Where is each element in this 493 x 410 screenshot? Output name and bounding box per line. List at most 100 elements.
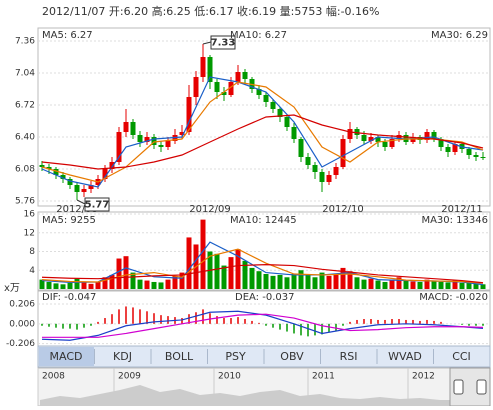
macd-bar — [230, 318, 232, 324]
candle-body — [214, 82, 220, 92]
slider-handle[interactable] — [476, 379, 487, 395]
macd-bar — [342, 323, 344, 326]
candle-body — [256, 89, 262, 95]
candle-body — [186, 97, 192, 132]
legend-entry: DIF: -0.047 — [42, 292, 96, 303]
legend-entry: MA10: 6.27 — [230, 30, 287, 41]
candle-body — [74, 185, 80, 192]
annotation: 7.33 — [211, 38, 236, 49]
candle-body — [158, 145, 164, 147]
volume-bar — [116, 258, 122, 289]
macd-bar — [223, 318, 225, 324]
macd-bar — [62, 323, 64, 329]
candle-body — [235, 72, 241, 82]
macd-bar — [461, 323, 463, 325]
candle-body — [116, 132, 122, 162]
candle-body — [88, 185, 94, 189]
candle-body — [242, 72, 248, 79]
candle-body — [67, 179, 73, 185]
macd-bar — [237, 317, 239, 324]
volume-bar — [39, 279, 45, 289]
volume-bar — [431, 281, 437, 289]
y-tick-label: 12 — [24, 228, 35, 238]
tab[interactable]: WVAD — [388, 350, 422, 363]
candle-body — [347, 129, 353, 139]
macd-bar — [160, 315, 162, 324]
tab[interactable]: BOLL — [165, 350, 194, 363]
macd-bar — [293, 323, 295, 334]
overview-year: 2012 — [412, 372, 435, 382]
volume-bar — [382, 281, 388, 289]
indicator-line — [41, 76, 484, 188]
y-tick-label: 0.000 — [9, 319, 35, 329]
volume-bar — [389, 279, 395, 289]
y-tick-label: 5.76 — [15, 197, 35, 207]
candle-body — [480, 157, 486, 158]
volume-bar — [312, 277, 318, 289]
volume-bar — [459, 282, 465, 289]
tab[interactable]: MACD — [50, 350, 83, 363]
indicator-line — [41, 114, 484, 170]
overview-year: 2010 — [218, 372, 241, 382]
volume-bar — [298, 270, 304, 289]
volume-bar — [396, 277, 402, 289]
macd-bar — [321, 323, 323, 335]
volume-bar — [480, 284, 486, 289]
macd-bar — [349, 321, 351, 324]
x-tick-label: 2012/09 — [189, 204, 231, 215]
macd-bar — [335, 323, 337, 331]
tab[interactable]: OBV — [280, 350, 304, 363]
volume-bar — [200, 219, 206, 289]
tab[interactable]: KDJ — [113, 350, 132, 363]
macd-bar — [132, 307, 134, 324]
tab-selected[interactable] — [39, 347, 94, 366]
y-tick-label: -0.206 — [6, 339, 35, 349]
volume-bar — [361, 279, 367, 289]
macd-bar — [377, 319, 379, 324]
macd-bar — [48, 323, 50, 327]
candle-body — [130, 122, 136, 135]
volume-bar — [46, 281, 52, 289]
volume-bar — [137, 279, 143, 289]
annotation-box — [84, 197, 110, 212]
candle-body — [389, 139, 395, 147]
volume-bar — [347, 271, 353, 289]
volume-bar — [102, 277, 108, 289]
volume-bar — [186, 237, 192, 289]
candle-body — [473, 155, 479, 157]
y-tick-label: 7.36 — [15, 37, 35, 47]
candle-body — [193, 77, 199, 97]
tab[interactable]: PSY — [225, 350, 246, 363]
volume-bar — [242, 260, 248, 289]
y-tick-label: 8 — [29, 247, 35, 257]
candle-body — [291, 127, 297, 139]
macd-bar — [384, 319, 386, 324]
x-tick-label: 2012/11 — [441, 204, 483, 215]
macd-bar — [405, 319, 407, 324]
macd-bar — [202, 309, 204, 324]
tab[interactable]: CCI — [452, 350, 471, 363]
tab[interactable]: RSI — [340, 350, 358, 363]
volume-bar — [256, 271, 262, 289]
macd-bar — [251, 320, 253, 324]
macd-panel — [37, 290, 491, 347]
candle-body — [333, 167, 339, 175]
candle-body — [179, 132, 185, 135]
annotation: 5.77 — [85, 200, 110, 211]
y-tick-label: 4 — [29, 266, 35, 276]
candle-body — [375, 137, 381, 142]
volume-bar — [473, 283, 479, 289]
candle-body — [144, 137, 150, 142]
macd-bar — [153, 313, 155, 324]
volume-bar — [452, 280, 458, 289]
candle-body — [39, 165, 45, 167]
overview-year: 2009 — [118, 372, 141, 382]
y-tick-label: 16 — [24, 210, 36, 220]
candle-body — [354, 129, 360, 135]
macd-bar — [391, 319, 393, 324]
slider-handle[interactable] — [453, 379, 464, 395]
volume-bar — [67, 282, 73, 289]
candle-body — [298, 139, 304, 157]
candle-body — [207, 57, 213, 82]
